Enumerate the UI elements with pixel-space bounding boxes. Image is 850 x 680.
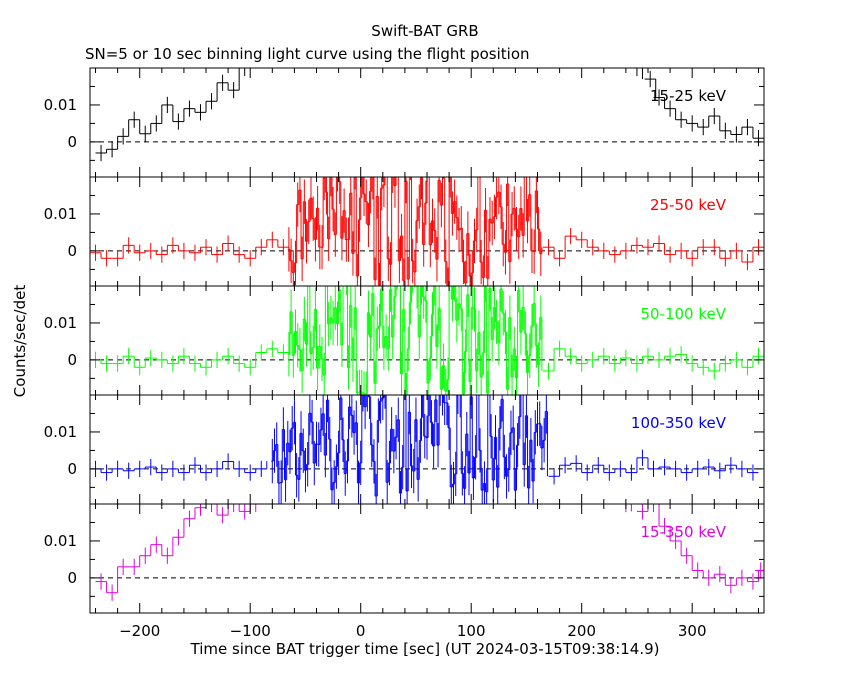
band-label: 25-50 keV — [650, 196, 727, 214]
panel-3: 0 0.01 50-100 keV — [44, 285, 765, 396]
chart-title: Swift-BAT GRB — [371, 22, 479, 40]
band-label: 15-25 keV — [650, 87, 727, 105]
series-2 — [90, 177, 764, 286]
y-tick-label: 0 — [67, 460, 77, 478]
y-tick-label: 0.01 — [44, 205, 77, 223]
band-label: 100-350 keV — [631, 414, 727, 432]
panel-5: 0 0.01 15-350 keV −200 −100 0 100 200 300 — [44, 503, 765, 640]
y-tick-label: 0.01 — [44, 532, 77, 550]
x-tick-label: −100 — [230, 622, 271, 640]
band-label: 15-350 keV — [640, 523, 726, 541]
y-tick-label: 0 — [67, 133, 77, 151]
panel-frame — [89, 503, 765, 614]
y-axis-label: Counts/sec/det — [11, 284, 29, 398]
y-tick-label: 0 — [67, 351, 77, 369]
band-label: 50-100 keV — [640, 305, 726, 323]
x-tick-label: 300 — [678, 622, 707, 640]
x-tick-label: 0 — [356, 622, 366, 640]
panel-frame — [89, 67, 765, 178]
x-tick-label: 200 — [567, 622, 596, 640]
panel-4: 0 0.01 100-350 keV — [44, 394, 765, 505]
series-5 — [95, 504, 764, 601]
x-axis-label: Time since BAT trigger time [sec] (UT 20… — [190, 640, 660, 658]
panel-1: 0 0.01 15-25 keV — [44, 67, 765, 178]
series-4 — [90, 395, 759, 504]
y-tick-label: 0 — [67, 242, 77, 260]
y-tick-label: 0.01 — [44, 96, 77, 114]
y-tick-label: 0 — [67, 569, 77, 587]
y-tick-label: 0.01 — [44, 423, 77, 441]
x-tick-label: 100 — [457, 622, 486, 640]
series-3 — [90, 286, 764, 395]
x-tick-label: −200 — [119, 622, 160, 640]
y-tick-label: 0.01 — [44, 314, 77, 332]
panel-2: 0 0.01 25-50 keV — [44, 176, 765, 287]
chart-subtitle: SN=5 or 10 sec binning light curve using… — [85, 45, 530, 63]
series-1 — [95, 68, 764, 162]
